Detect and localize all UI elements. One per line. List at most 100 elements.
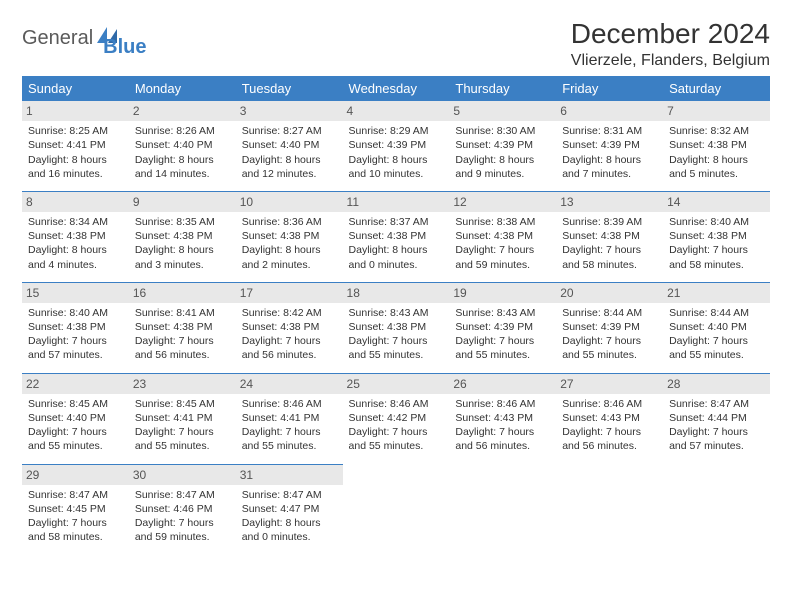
daylight-text: Daylight: 7 hours and 58 minutes. bbox=[28, 516, 123, 544]
day-header: Thursday bbox=[449, 76, 556, 101]
sunrise-text: Sunrise: 8:25 AM bbox=[28, 124, 123, 138]
sunrise-text: Sunrise: 8:37 AM bbox=[349, 215, 444, 229]
calendar-day-cell: 22Sunrise: 8:45 AMSunset: 4:40 PMDayligh… bbox=[22, 373, 129, 464]
sunrise-text: Sunrise: 8:30 AM bbox=[455, 124, 550, 138]
day-number: 2 bbox=[129, 101, 236, 121]
sunrise-text: Sunrise: 8:45 AM bbox=[28, 397, 123, 411]
day-number: 23 bbox=[129, 374, 236, 394]
day-number: 19 bbox=[449, 283, 556, 303]
day-number: 21 bbox=[663, 283, 770, 303]
sunrise-text: Sunrise: 8:44 AM bbox=[669, 306, 764, 320]
calendar-day-cell: 24Sunrise: 8:46 AMSunset: 4:41 PMDayligh… bbox=[236, 373, 343, 464]
sunset-text: Sunset: 4:46 PM bbox=[135, 502, 230, 516]
sunset-text: Sunset: 4:38 PM bbox=[349, 320, 444, 334]
day-number: 25 bbox=[343, 374, 450, 394]
daylight-text: Daylight: 8 hours and 14 minutes. bbox=[135, 153, 230, 181]
sunrise-text: Sunrise: 8:45 AM bbox=[135, 397, 230, 411]
day-number: 24 bbox=[236, 374, 343, 394]
sunset-text: Sunset: 4:40 PM bbox=[242, 138, 337, 152]
daylight-text: Daylight: 7 hours and 57 minutes. bbox=[669, 425, 764, 453]
sunrise-text: Sunrise: 8:32 AM bbox=[669, 124, 764, 138]
calendar-day-cell: 18Sunrise: 8:43 AMSunset: 4:38 PMDayligh… bbox=[343, 282, 450, 373]
calendar-day-cell: . bbox=[343, 464, 450, 554]
calendar-day-cell: 10Sunrise: 8:36 AMSunset: 4:38 PMDayligh… bbox=[236, 191, 343, 282]
daylight-text: Daylight: 7 hours and 55 minutes. bbox=[349, 334, 444, 362]
sunset-text: Sunset: 4:38 PM bbox=[455, 229, 550, 243]
calendar-week-row: 22Sunrise: 8:45 AMSunset: 4:40 PMDayligh… bbox=[22, 373, 770, 464]
sunset-text: Sunset: 4:38 PM bbox=[135, 229, 230, 243]
sunrise-text: Sunrise: 8:46 AM bbox=[349, 397, 444, 411]
calendar-week-row: 8Sunrise: 8:34 AMSunset: 4:38 PMDaylight… bbox=[22, 191, 770, 282]
calendar-day-cell: 25Sunrise: 8:46 AMSunset: 4:42 PMDayligh… bbox=[343, 373, 450, 464]
day-number: 16 bbox=[129, 283, 236, 303]
sunset-text: Sunset: 4:40 PM bbox=[135, 138, 230, 152]
day-header: Monday bbox=[129, 76, 236, 101]
daylight-text: Daylight: 8 hours and 16 minutes. bbox=[28, 153, 123, 181]
calendar-day-cell: 5Sunrise: 8:30 AMSunset: 4:39 PMDaylight… bbox=[449, 101, 556, 191]
daylight-text: Daylight: 7 hours and 58 minutes. bbox=[562, 243, 657, 271]
sunset-text: Sunset: 4:43 PM bbox=[455, 411, 550, 425]
calendar-day-cell: 2 Sunrise: 8:26 AMSunset: 4:40 PMDaylight… bbox=[129, 101, 236, 191]
sunset-text: Sunset: 4:38 PM bbox=[669, 229, 764, 243]
sunrise-text: Sunrise: 8:36 AM bbox=[242, 215, 337, 229]
day-number: 30 bbox=[129, 465, 236, 485]
sunset-text: Sunset: 4:38 PM bbox=[669, 138, 764, 152]
sunrise-text: Sunrise: 8:46 AM bbox=[242, 397, 337, 411]
calendar-day-cell: 16Sunrise: 8:41 AMSunset: 4:38 PMDayligh… bbox=[129, 282, 236, 373]
calendar-week-row: 15Sunrise: 8:40 AMSunset: 4:38 PMDayligh… bbox=[22, 282, 770, 373]
calendar-day-cell: 30Sunrise: 8:47 AMSunset: 4:46 PMDayligh… bbox=[129, 464, 236, 554]
day-number: 27 bbox=[556, 374, 663, 394]
daylight-text: Daylight: 7 hours and 56 minutes. bbox=[455, 425, 550, 453]
calendar-day-cell: 28Sunrise: 8:47 AMSunset: 4:44 PMDayligh… bbox=[663, 373, 770, 464]
daylight-text: Daylight: 7 hours and 55 minutes. bbox=[242, 425, 337, 453]
daylight-text: Daylight: 7 hours and 59 minutes. bbox=[455, 243, 550, 271]
calendar-day-cell: 11Sunrise: 8:37 AMSunset: 4:38 PMDayligh… bbox=[343, 191, 450, 282]
sunrise-text: Sunrise: 8:40 AM bbox=[28, 306, 123, 320]
sunrise-text: Sunrise: 8:44 AM bbox=[562, 306, 657, 320]
sunrise-text: Sunrise: 8:47 AM bbox=[242, 488, 337, 502]
daylight-text: Daylight: 7 hours and 55 minutes. bbox=[669, 334, 764, 362]
sunrise-text: Sunrise: 8:47 AM bbox=[28, 488, 123, 502]
calendar-day-cell: 3Sunrise: 8:27 AMSunset: 4:40 PMDaylight… bbox=[236, 101, 343, 191]
calendar-day-cell: 15Sunrise: 8:40 AMSunset: 4:38 PMDayligh… bbox=[22, 282, 129, 373]
sunset-text: Sunset: 4:39 PM bbox=[562, 320, 657, 334]
daylight-text: Daylight: 8 hours and 0 minutes. bbox=[242, 516, 337, 544]
day-number: 28 bbox=[663, 374, 770, 394]
logo-text-blue: Blue bbox=[103, 36, 146, 59]
daylight-text: Daylight: 8 hours and 0 minutes. bbox=[349, 243, 444, 271]
daylight-text: Daylight: 7 hours and 58 minutes. bbox=[669, 243, 764, 271]
sunrise-text: Sunrise: 8:46 AM bbox=[455, 397, 550, 411]
sunrise-text: Sunrise: 8:26 AM bbox=[135, 124, 230, 138]
calendar-day-cell: 6Sunrise: 8:31 AMSunset: 4:39 PMDaylight… bbox=[556, 101, 663, 191]
sunset-text: Sunset: 4:38 PM bbox=[135, 320, 230, 334]
calendar-day-cell: 21 Sunrise: 8:44 AMSunset: 4:40 PMDayligh… bbox=[663, 282, 770, 373]
daylight-text: Daylight: 7 hours and 56 minutes. bbox=[135, 334, 230, 362]
daylight-text: Daylight: 8 hours and 3 minutes. bbox=[135, 243, 230, 271]
daylight-text: Daylight: 8 hours and 2 minutes. bbox=[242, 243, 337, 271]
sunset-text: Sunset: 4:40 PM bbox=[669, 320, 764, 334]
sunrise-text: Sunrise: 8:35 AM bbox=[135, 215, 230, 229]
day-number: 4 bbox=[343, 101, 450, 121]
day-number: 5 bbox=[449, 101, 556, 121]
daylight-text: Daylight: 7 hours and 56 minutes. bbox=[562, 425, 657, 453]
sunset-text: Sunset: 4:43 PM bbox=[562, 411, 657, 425]
sunset-text: Sunset: 4:44 PM bbox=[669, 411, 764, 425]
sunset-text: Sunset: 4:39 PM bbox=[349, 138, 444, 152]
sunrise-text: Sunrise: 8:39 AM bbox=[562, 215, 657, 229]
logo: General Blue bbox=[22, 18, 147, 59]
day-number: 12 bbox=[449, 192, 556, 212]
calendar-day-cell: 19Sunrise: 8:43 AMSunset: 4:39 PMDayligh… bbox=[449, 282, 556, 373]
calendar-day-cell: 1Sunrise: 8:25 AMSunset: 4:41 PMDaylight… bbox=[22, 101, 129, 191]
daylight-text: Daylight: 8 hours and 7 minutes. bbox=[562, 153, 657, 181]
calendar-day-cell: 26Sunrise: 8:46 AMSunset: 4:43 PMDayligh… bbox=[449, 373, 556, 464]
day-number: 15 bbox=[22, 283, 129, 303]
sunset-text: Sunset: 4:42 PM bbox=[349, 411, 444, 425]
daylight-text: Daylight: 8 hours and 4 minutes. bbox=[28, 243, 123, 271]
calendar-week-row: 1Sunrise: 8:25 AMSunset: 4:41 PMDaylight… bbox=[22, 101, 770, 191]
sunset-text: Sunset: 4:38 PM bbox=[28, 320, 123, 334]
calendar-week-row: 29Sunrise: 8:47 AMSunset: 4:45 PMDayligh… bbox=[22, 464, 770, 554]
day-header: Friday bbox=[556, 76, 663, 101]
daylight-text: Daylight: 7 hours and 59 minutes. bbox=[135, 516, 230, 544]
sunrise-text: Sunrise: 8:38 AM bbox=[455, 215, 550, 229]
day-header: Saturday bbox=[663, 76, 770, 101]
